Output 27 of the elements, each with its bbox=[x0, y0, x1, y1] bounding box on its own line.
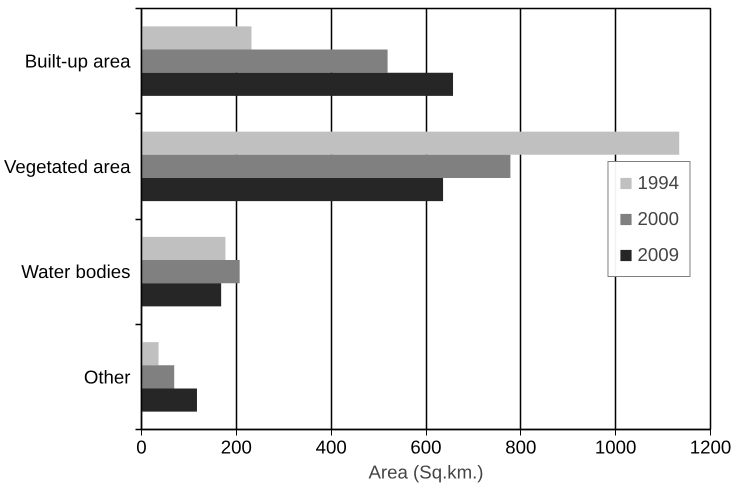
bar bbox=[142, 236, 226, 260]
bar bbox=[142, 50, 388, 73]
bar bbox=[142, 154, 510, 178]
y-tick-label: Other bbox=[84, 366, 131, 388]
x-tick-label: 1200 bbox=[690, 436, 732, 458]
x-tick-label: 400 bbox=[316, 436, 347, 458]
bar bbox=[142, 388, 197, 412]
bar bbox=[142, 365, 174, 388]
bar bbox=[142, 342, 159, 366]
bar bbox=[142, 72, 454, 96]
bar bbox=[142, 26, 252, 50]
x-axis-title: Area (Sq.km.) bbox=[368, 462, 484, 482]
bar bbox=[142, 178, 444, 202]
x-tick-label: 0 bbox=[136, 436, 147, 458]
x-tick-label: 600 bbox=[410, 436, 442, 458]
y-tick-label: Vegetated area bbox=[4, 156, 132, 177]
bar bbox=[142, 132, 680, 155]
legend-label: 1994 bbox=[637, 172, 679, 194]
x-tick-label: 800 bbox=[505, 436, 536, 458]
y-tick-label: Built-up area bbox=[24, 50, 132, 72]
legend-label: 2009 bbox=[637, 244, 679, 266]
x-tick-label: 1000 bbox=[594, 436, 636, 458]
x-tick-label: 200 bbox=[220, 436, 252, 458]
bar bbox=[142, 283, 222, 306]
legend-label: 2000 bbox=[637, 208, 679, 230]
y-tick-label: Water bodies bbox=[21, 261, 131, 282]
bar bbox=[142, 260, 240, 284]
